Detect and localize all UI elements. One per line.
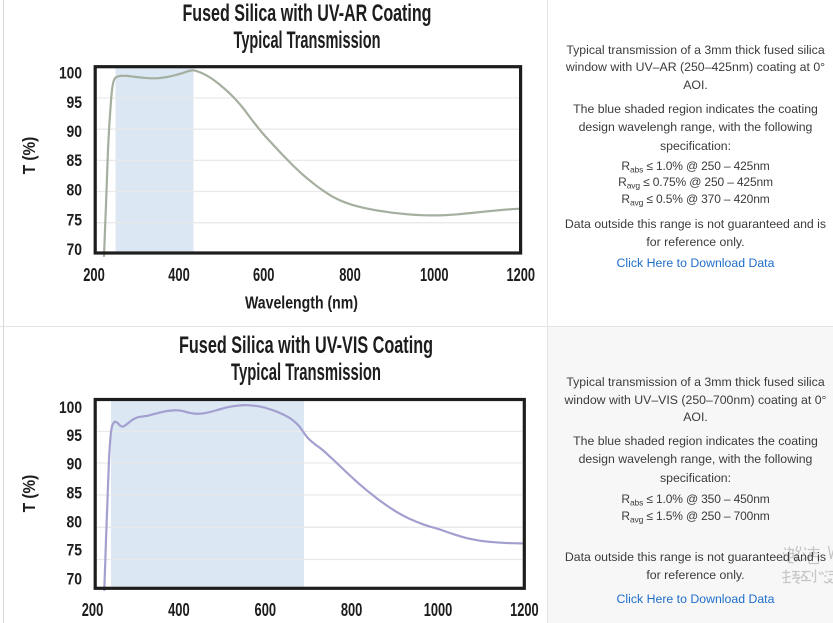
svg-text:90: 90 [67,455,83,474]
svg-text:T (%): T (%) [19,475,39,513]
svg-text:95: 95 [67,426,83,445]
svg-text:1200: 1200 [510,599,539,620]
svg-text:70: 70 [67,240,83,259]
svg-text:400: 400 [168,599,190,620]
svg-text:800: 800 [339,264,361,285]
svg-text:85: 85 [67,484,83,503]
svg-text:Typical Transmission: Typical Transmission [231,359,381,386]
svg-text:75: 75 [67,541,83,560]
svg-text:T (%): T (%) [19,137,39,175]
svg-text:95: 95 [67,93,83,112]
svg-text:Fused Silica with UV-VIS Coati: Fused Silica with UV-VIS Coating [179,332,433,359]
svg-text:600: 600 [253,264,275,285]
svg-text:200: 200 [83,264,105,285]
svg-text:80: 80 [67,512,83,531]
svg-text:75: 75 [67,211,83,230]
svg-text:70: 70 [67,569,83,588]
svg-text:85: 85 [67,151,83,170]
svg-text:200: 200 [82,599,104,620]
svg-text:400: 400 [168,264,190,285]
svg-text:1000: 1000 [420,264,449,285]
svg-text:Fused Silica with UV-AR Coatin: Fused Silica with UV-AR Coating [183,0,432,27]
svg-text:1000: 1000 [424,599,453,620]
svg-text:1200: 1200 [507,264,536,285]
svg-text:100: 100 [59,64,82,83]
svg-text:800: 800 [341,599,363,620]
svg-text:100: 100 [59,398,82,417]
svg-text:Wavelength (nm): Wavelength (nm) [245,292,358,312]
svg-text:600: 600 [255,599,277,620]
svg-text:Typical Transmission: Typical Transmission [234,27,381,54]
svg-text:80: 80 [67,181,83,200]
svg-text:90: 90 [67,122,83,141]
